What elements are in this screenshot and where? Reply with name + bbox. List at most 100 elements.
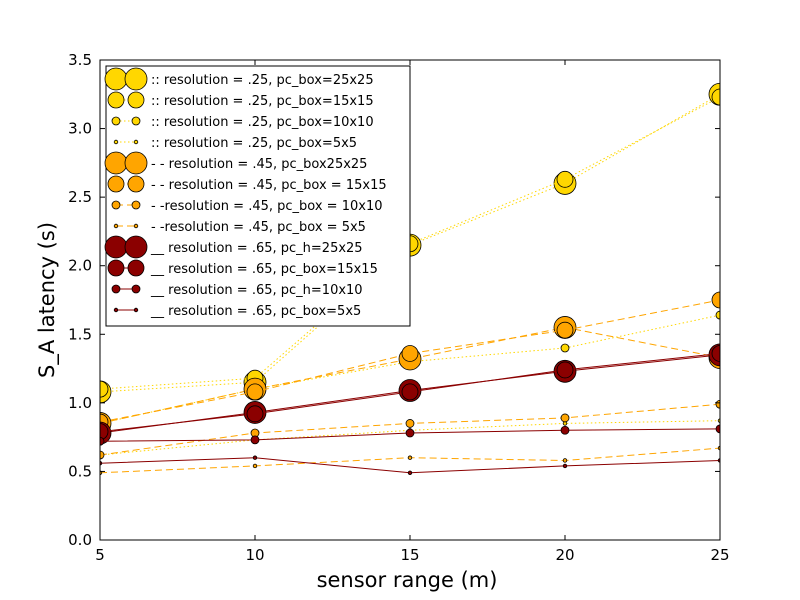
data-point xyxy=(715,424,720,434)
axis-ticks: 5 10 15 20 25 0.0 0.5 1.0 1.5 2.0 2.5 3.0 3.5 xyxy=(68,51,729,564)
legend-label: __ resolution = .65, pc_box=5x5 xyxy=(150,304,361,319)
data-point xyxy=(252,463,258,469)
legend-marker xyxy=(113,307,119,313)
x-tick-label: 5 xyxy=(95,546,105,564)
legend-marker xyxy=(113,223,119,229)
legend-entry: __ resolution = .65, pc_box=5x5 xyxy=(113,304,361,319)
legend-marker xyxy=(111,116,121,126)
x-axis-label: sensor range (m) xyxy=(317,568,498,592)
data-point xyxy=(401,345,419,362)
x-tick-label: 20 xyxy=(555,546,574,564)
legend-entry: :: resolution = .25, pc_box=10x10 xyxy=(111,115,374,130)
legend-marker xyxy=(131,284,141,294)
legend-label: __ resolution = .65, pc_h=10x10 xyxy=(150,283,363,298)
legend-box xyxy=(105,65,411,327)
legend-entry: __ resolution = .65, pc_h=25x25 xyxy=(104,235,363,259)
data-point xyxy=(715,310,720,320)
legend-marker xyxy=(127,259,145,277)
legend-entry: - - resolution = .45, pc_box25x25 xyxy=(104,151,367,175)
series-line xyxy=(100,299,720,423)
legend-entry: :: resolution = .25, pc_box=5x5 xyxy=(113,136,357,151)
data-point xyxy=(405,419,415,428)
legend-marker xyxy=(131,116,141,126)
legend-marker xyxy=(124,67,148,91)
data-point xyxy=(556,170,574,188)
legend-label: - -resolution = .45, pc_box = 10x10 xyxy=(151,199,382,214)
data-point xyxy=(560,425,570,435)
data-point xyxy=(401,383,419,401)
data-point xyxy=(100,450,105,460)
data-point xyxy=(100,423,109,441)
legend-label: - - resolution = .45, pc_box = 15x15 xyxy=(151,178,387,193)
legend-marker xyxy=(107,91,125,109)
data-point xyxy=(711,88,720,106)
legend-label: - -resolution = .45, pc_box = 5x5 xyxy=(151,220,366,235)
y-tick-label: 2.5 xyxy=(68,188,92,206)
data-point xyxy=(711,345,720,362)
data-point xyxy=(246,405,264,423)
data-point xyxy=(407,455,413,460)
y-tick-label: 3.0 xyxy=(68,120,92,138)
y-tick-label: 1.5 xyxy=(68,325,92,343)
series-line xyxy=(100,93,720,393)
data-point xyxy=(100,380,109,398)
series-line xyxy=(100,457,720,474)
legend-marker xyxy=(133,223,139,229)
legend-label: __ resolution = .65, pc_h=25x25 xyxy=(150,241,363,256)
legend-entry: :: resolution = .25, pc_box=15x15 xyxy=(107,91,374,109)
legend-entry: __ resolution = .65, pc_h=10x10 xyxy=(111,283,363,298)
legend-label: :: resolution = .25, pc_box=10x10 xyxy=(151,115,374,130)
legend-label: :: resolution = .25, pc_box=15x15 xyxy=(151,94,374,109)
data-point xyxy=(246,383,264,401)
legend-entry: :: resolution = .25, pc_box=25x25 xyxy=(104,67,374,91)
data-point xyxy=(556,361,574,379)
legend-entry: - - resolution = .45, pc_box = 15x15 xyxy=(107,175,387,193)
x-tick-label: 10 xyxy=(245,546,264,564)
data-point xyxy=(715,399,720,409)
data-point xyxy=(560,413,570,423)
y-tick-label: 1.0 xyxy=(68,394,92,412)
legend-marker xyxy=(113,139,119,145)
legend-entry: - -resolution = .45, pc_box = 5x5 xyxy=(113,220,366,235)
y-axis-label: S_A latency (s) xyxy=(35,222,60,378)
legend-marker xyxy=(124,235,148,259)
data-point xyxy=(252,455,258,460)
y-tick-label: 3.5 xyxy=(68,51,92,69)
legend-entry: - -resolution = .45, pc_box = 10x10 xyxy=(111,199,382,214)
data-point xyxy=(250,435,260,445)
legend-marker xyxy=(107,259,125,277)
data-point xyxy=(711,291,720,309)
legend-marker xyxy=(131,200,141,210)
legend-marker xyxy=(127,175,145,193)
legend-marker xyxy=(104,67,128,91)
legend: :: resolution = .25, pc_box=25x25:: reso… xyxy=(104,65,411,327)
data-point xyxy=(407,470,413,475)
series-line xyxy=(100,326,720,424)
legend-marker xyxy=(107,175,125,193)
legend-marker xyxy=(124,151,148,175)
data-point xyxy=(560,343,570,353)
legend-marker xyxy=(133,139,139,145)
legend-marker xyxy=(104,235,128,259)
series-10 xyxy=(100,345,720,441)
x-tick-label: 25 xyxy=(710,546,729,564)
data-point xyxy=(100,436,105,446)
series-5 xyxy=(100,316,720,435)
data-point xyxy=(556,321,574,339)
data-point xyxy=(405,428,415,438)
x-tick-label: 15 xyxy=(400,546,419,564)
legend-label: __ resolution = .65, pc_box=15x15 xyxy=(150,262,378,277)
series-12 xyxy=(100,455,720,475)
series-8 xyxy=(100,445,720,475)
legend-marker xyxy=(104,151,128,175)
legend-marker xyxy=(127,91,145,109)
legend-label: :: resolution = .25, pc_box=25x25 xyxy=(151,73,374,88)
y-tick-label: 0.0 xyxy=(68,531,92,549)
data-point xyxy=(562,458,568,463)
legend-marker xyxy=(111,284,121,294)
series-line xyxy=(100,447,720,474)
y-tick-label: 0.5 xyxy=(68,462,92,480)
legend-marker xyxy=(111,200,121,210)
y-tick-label: 2.0 xyxy=(68,257,92,275)
